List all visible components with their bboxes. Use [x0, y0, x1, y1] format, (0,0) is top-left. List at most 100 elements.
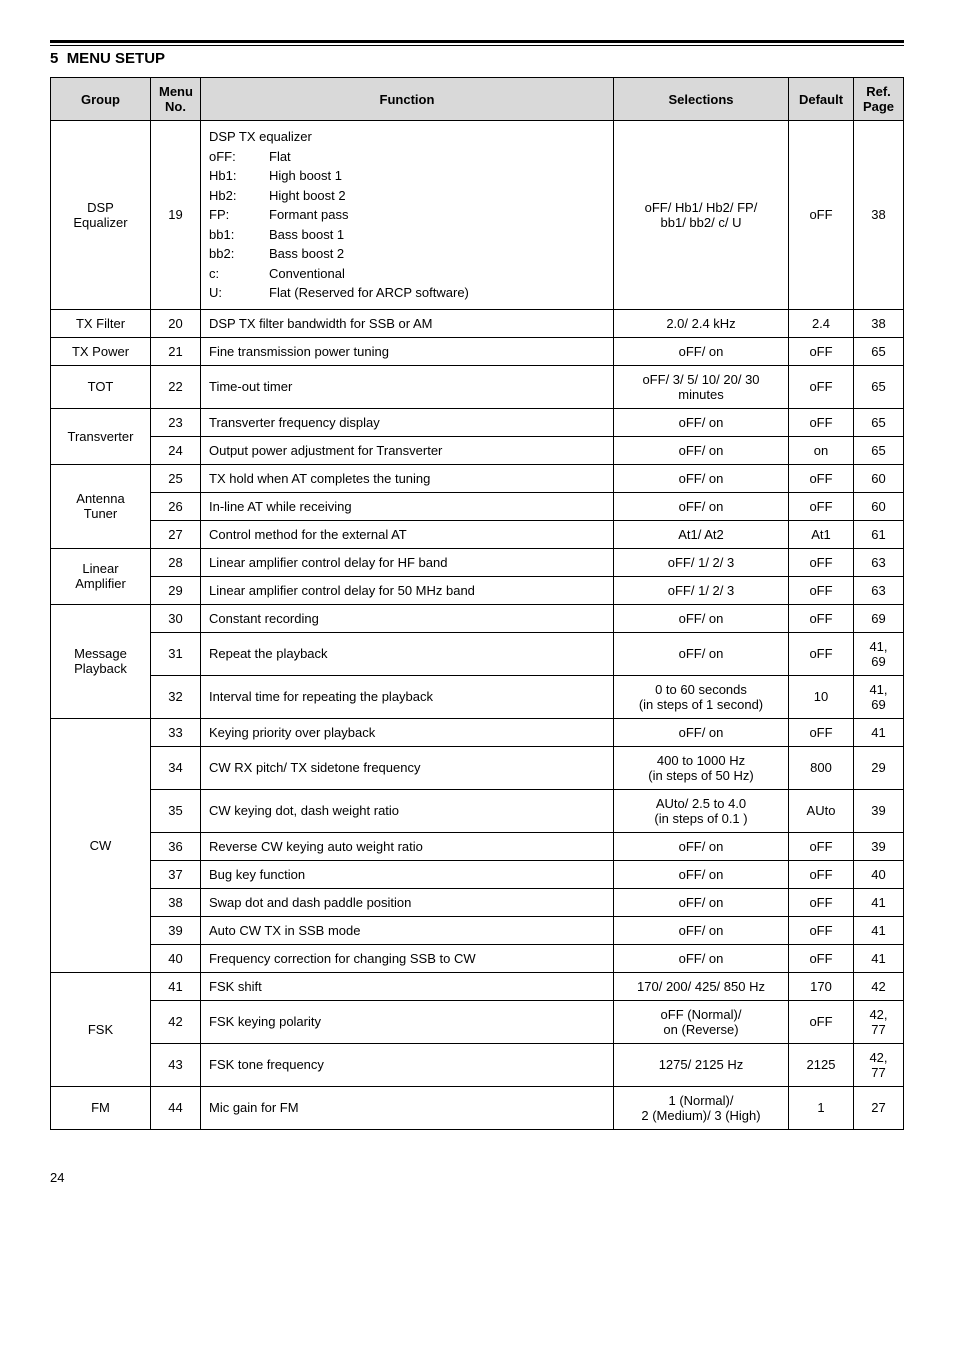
cell-def: At1 — [789, 520, 854, 548]
cell-func: Linear amplifier control delay for HF ba… — [201, 548, 614, 576]
dsp-val: Flat — [269, 147, 291, 167]
dsp-key: Hb2: — [209, 186, 269, 206]
cell-def: oFF — [789, 632, 854, 675]
cell-def: oFF — [789, 492, 854, 520]
cell-ref: 63 — [854, 576, 904, 604]
cell-def: 10 — [789, 675, 854, 718]
table-row: 34 CW RX pitch/ TX sidetone frequency 40… — [51, 746, 904, 789]
table-row: 31 Repeat the playback oFF/ on oFF 41, 6… — [51, 632, 904, 675]
cell-menu: 25 — [151, 464, 201, 492]
cell-group: TX Power — [51, 337, 151, 365]
cell-func: Time-out timer — [201, 365, 614, 408]
cell-func: Constant recording — [201, 604, 614, 632]
cell-func: Control method for the external AT — [201, 520, 614, 548]
cell-func: Auto CW TX in SSB mode — [201, 916, 614, 944]
table-row: 40 Frequency correction for changing SSB… — [51, 944, 904, 972]
dsp-key: U: — [209, 283, 269, 303]
cell-sel: 2.0/ 2.4 kHz — [614, 309, 789, 337]
cell-menu: 23 — [151, 408, 201, 436]
cell-menu: 26 — [151, 492, 201, 520]
cell-ref: 42, 77 — [854, 1000, 904, 1043]
cell-ref: 65 — [854, 337, 904, 365]
table-row: Antenna Tuner 25 TX hold when AT complet… — [51, 464, 904, 492]
cell-ref: 41 — [854, 888, 904, 916]
cell-sel: oFF/ on — [614, 604, 789, 632]
table-row: 39 Auto CW TX in SSB mode oFF/ on oFF 41 — [51, 916, 904, 944]
cell-def: oFF — [789, 337, 854, 365]
cell-menu: 39 — [151, 916, 201, 944]
hdr-ref: Ref. Page — [854, 78, 904, 121]
cell-group: FSK — [51, 972, 151, 1086]
cell-ref: 69 — [854, 604, 904, 632]
cell-func: DSP TX equalizer oFF:FlatHb1:High boost … — [201, 121, 614, 310]
table-row: FM 44 Mic gain for FM 1 (Normal)/ 2 (Med… — [51, 1086, 904, 1129]
cell-func: FSK tone frequency — [201, 1043, 614, 1086]
top-rule — [50, 40, 904, 46]
cell-func: Mic gain for FM — [201, 1086, 614, 1129]
cell-sel: oFF/ on — [614, 718, 789, 746]
cell-menu: 31 — [151, 632, 201, 675]
dsp-title: DSP TX equalizer — [209, 127, 605, 147]
table-row: Linear Amplifier 28 Linear amplifier con… — [51, 548, 904, 576]
hdr-menu: Menu No. — [151, 78, 201, 121]
page-container: 5 MENU SETUP Group Menu No. Function Sel… — [0, 0, 954, 1225]
cell-ref: 61 — [854, 520, 904, 548]
cell-sel: oFF/ on — [614, 632, 789, 675]
dsp-val: Bass boost 1 — [269, 225, 344, 245]
cell-group: FM — [51, 1086, 151, 1129]
cell-ref: 65 — [854, 365, 904, 408]
cell-group: CW — [51, 718, 151, 972]
cell-func: FSK keying polarity — [201, 1000, 614, 1043]
cell-sel: 400 to 1000 Hz (in steps of 50 Hz) — [614, 746, 789, 789]
cell-menu: 32 — [151, 675, 201, 718]
cell-func: Bug key function — [201, 860, 614, 888]
table-row: Transverter 23 Transverter frequency dis… — [51, 408, 904, 436]
dsp-func-block: DSP TX equalizer oFF:FlatHb1:High boost … — [209, 127, 605, 303]
dsp-func-row: bb1:Bass boost 1 — [209, 225, 605, 245]
cell-group: TX Filter — [51, 309, 151, 337]
table-row: TX Power 21 Fine transmission power tuni… — [51, 337, 904, 365]
cell-group: DSP Equalizer — [51, 121, 151, 310]
cell-func: Swap dot and dash paddle position — [201, 888, 614, 916]
cell-menu: 35 — [151, 789, 201, 832]
table-row: 38 Swap dot and dash paddle position oFF… — [51, 888, 904, 916]
cell-menu: 30 — [151, 604, 201, 632]
cell-menu: 36 — [151, 832, 201, 860]
cell-menu: 38 — [151, 888, 201, 916]
cell-def: oFF — [789, 888, 854, 916]
cell-ref: 41 — [854, 718, 904, 746]
cell-sel: oFF/ 1/ 2/ 3 — [614, 576, 789, 604]
cell-sel: oFF/ on — [614, 832, 789, 860]
cell-func: Linear amplifier control delay for 50 MH… — [201, 576, 614, 604]
cell-def: 1 — [789, 1086, 854, 1129]
cell-ref: 29 — [854, 746, 904, 789]
dsp-val: Flat (Reserved for ARCP software) — [269, 283, 469, 303]
table-row: 37 Bug key function oFF/ on oFF 40 — [51, 860, 904, 888]
cell-menu: 44 — [151, 1086, 201, 1129]
cell-ref: 39 — [854, 789, 904, 832]
dsp-val: Conventional — [269, 264, 345, 284]
cell-ref: 38 — [854, 121, 904, 310]
table-row: 27 Control method for the external AT At… — [51, 520, 904, 548]
row-dsp: DSP Equalizer 19 DSP TX equalizer oFF:Fl… — [51, 121, 904, 310]
cell-def: 2.4 — [789, 309, 854, 337]
cell-func: Repeat the playback — [201, 632, 614, 675]
table-row: 42 FSK keying polarity oFF (Normal)/ on … — [51, 1000, 904, 1043]
cell-menu: 34 — [151, 746, 201, 789]
cell-menu: 20 — [151, 309, 201, 337]
table-row: 35 CW keying dot, dash weight ratio AUto… — [51, 789, 904, 832]
cell-sel: oFF/ on — [614, 464, 789, 492]
cell-def: oFF — [789, 365, 854, 408]
table-row: 29 Linear amplifier control delay for 50… — [51, 576, 904, 604]
cell-def: oFF — [789, 576, 854, 604]
section-title-text: MENU SETUP — [67, 50, 165, 67]
cell-ref: 38 — [854, 309, 904, 337]
cell-ref: 42, 77 — [854, 1043, 904, 1086]
cell-sel: AUto/ 2.5 to 4.0 (in steps of 0.1 ) — [614, 789, 789, 832]
dsp-key: Hb1: — [209, 166, 269, 186]
cell-ref: 60 — [854, 464, 904, 492]
cell-ref: 65 — [854, 436, 904, 464]
cell-sel: oFF/ 3/ 5/ 10/ 20/ 30 minutes — [614, 365, 789, 408]
cell-menu: 29 — [151, 576, 201, 604]
cell-func: Output power adjustment for Transverter — [201, 436, 614, 464]
